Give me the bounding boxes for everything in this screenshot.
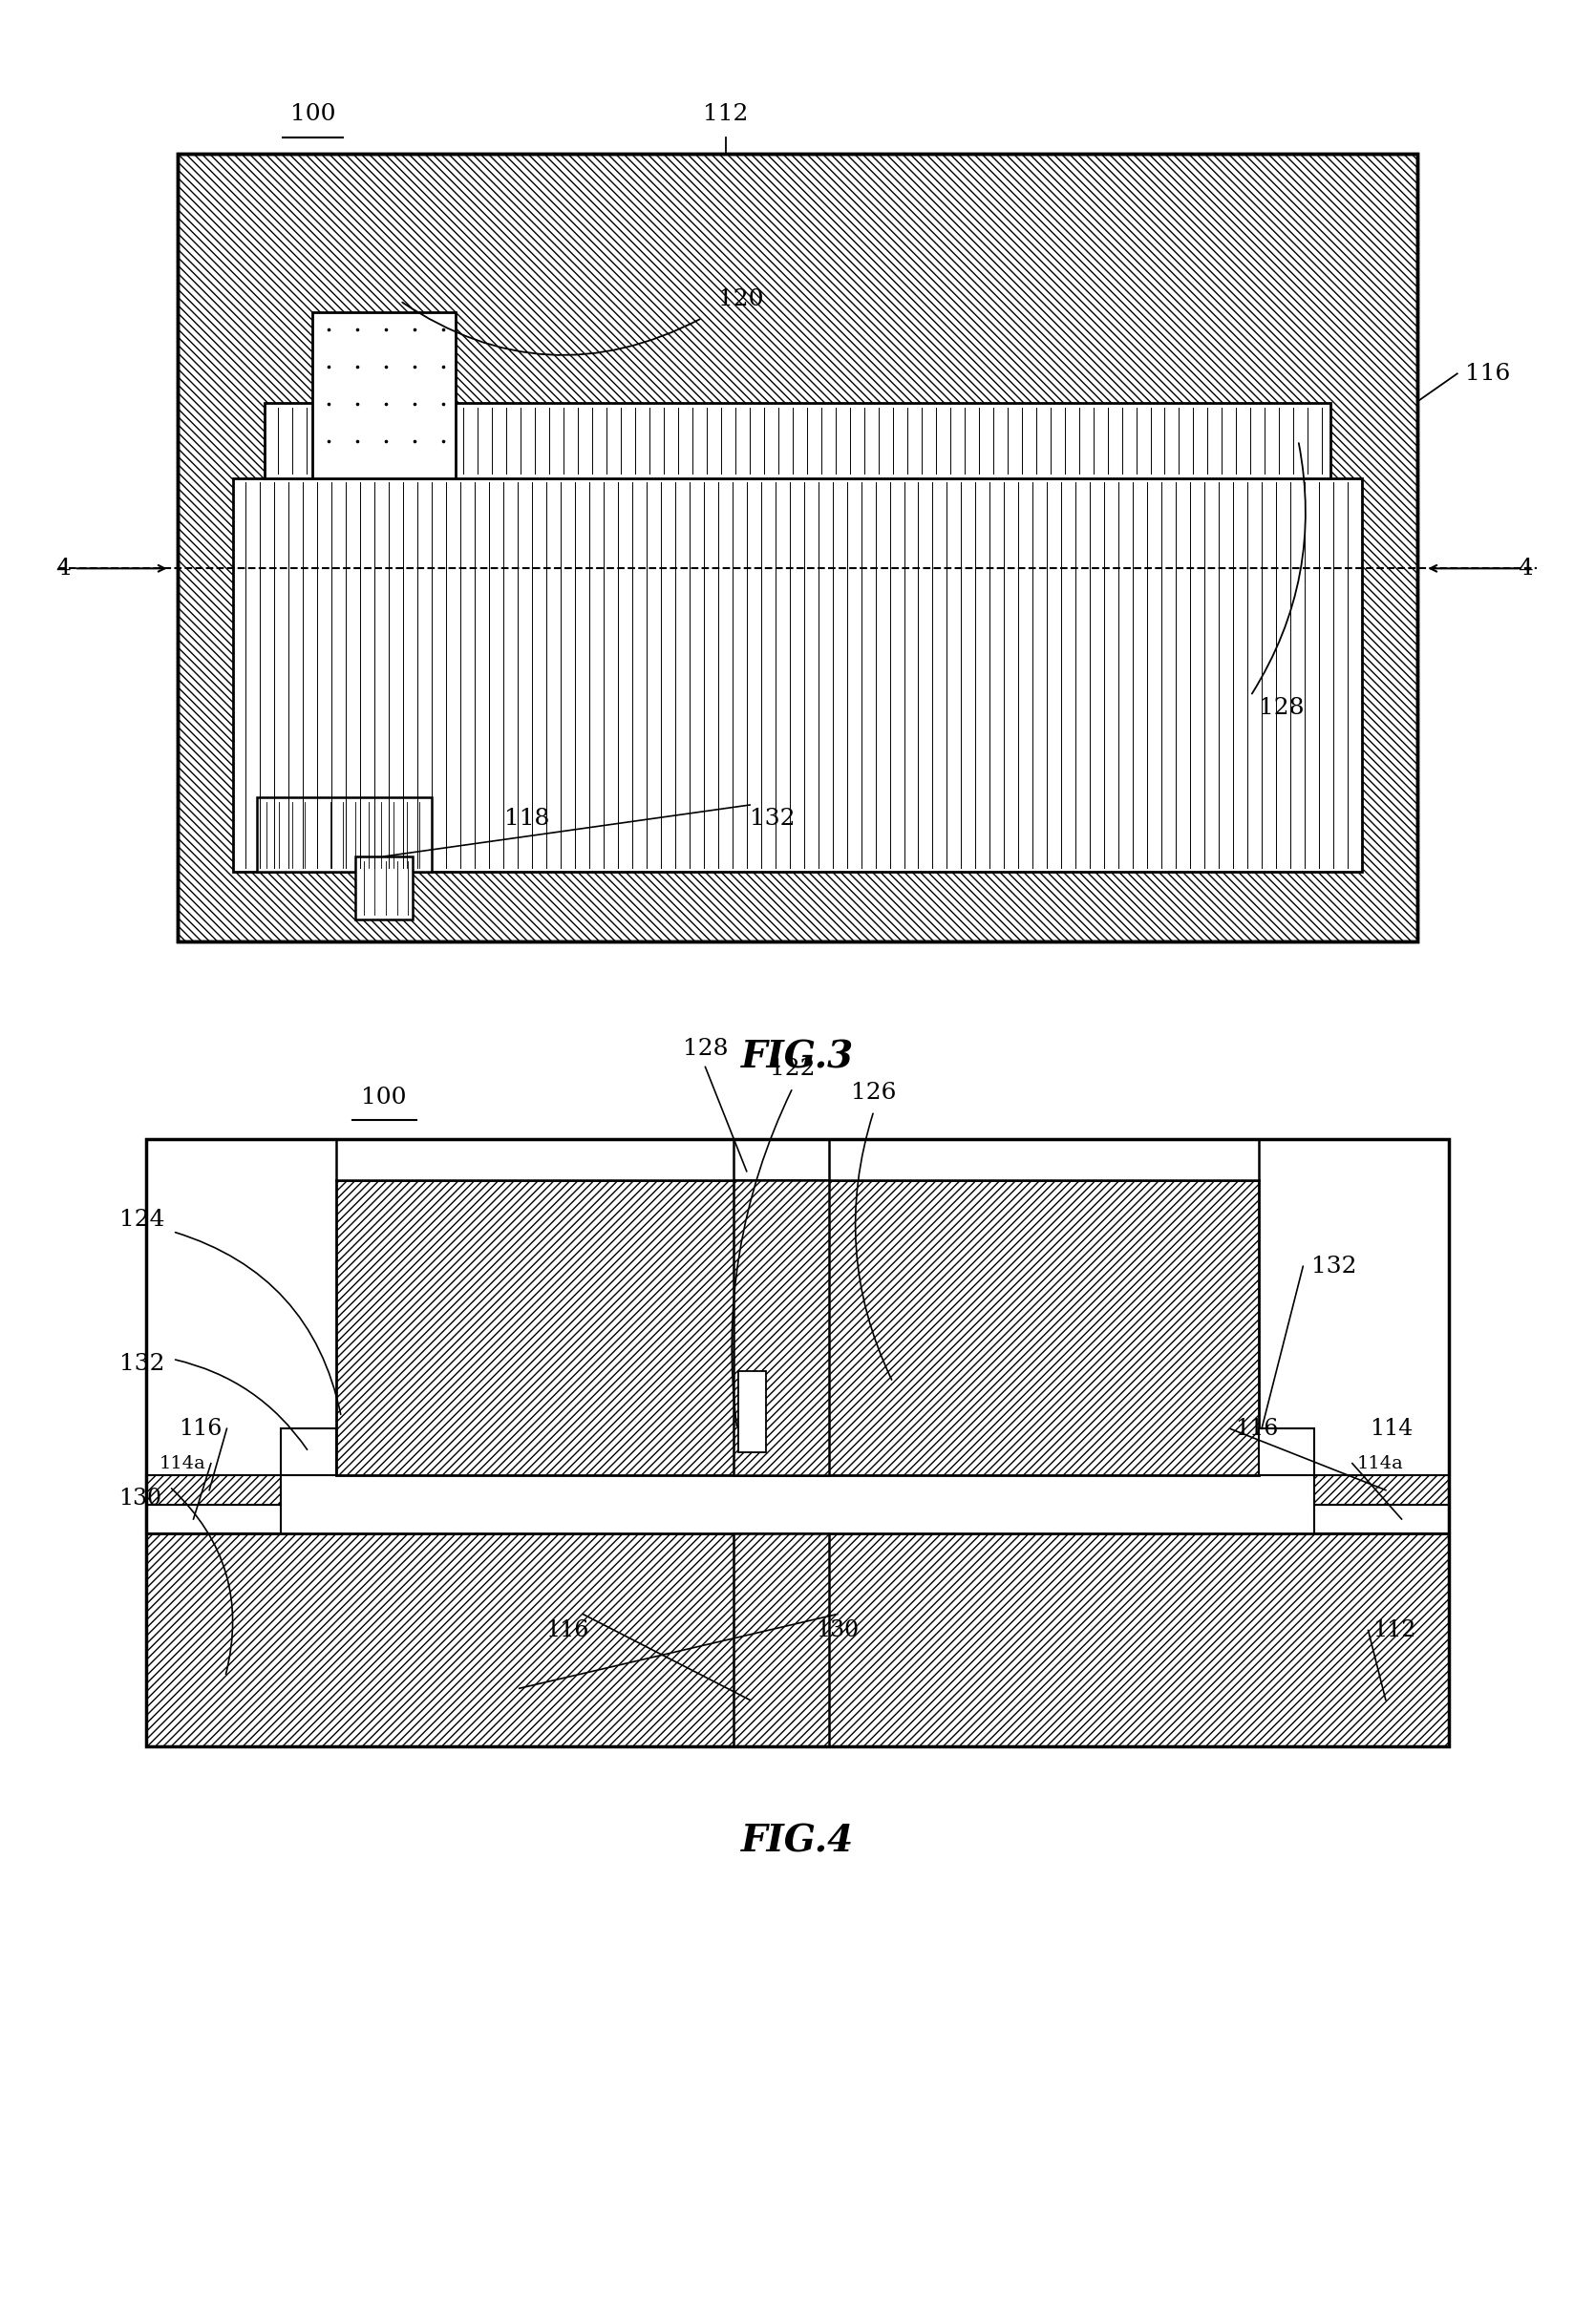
Text: 130: 130 [815, 1620, 858, 1641]
Bar [145, 1506, 281, 1534]
Text: 4: 4 [1518, 558, 1533, 579]
Bar [177, 153, 1418, 941]
Text: 126: 126 [852, 1081, 896, 1104]
Bar [265, 402, 1330, 479]
Bar [281, 1429, 337, 1476]
Bar [1258, 1429, 1314, 1476]
Bar [1314, 1476, 1450, 1506]
Bar [145, 1534, 1450, 1745]
Text: 132: 132 [750, 809, 796, 830]
Text: 114: 114 [1370, 1418, 1413, 1439]
Text: 116: 116 [1235, 1418, 1278, 1439]
Text: 124: 124 [120, 1208, 164, 1232]
Bar [177, 153, 1418, 941]
Text: FIG.4: FIG.4 [742, 1824, 853, 1859]
Bar [337, 1139, 1258, 1181]
Text: 116: 116 [1466, 363, 1510, 386]
Text: 112: 112 [1373, 1620, 1416, 1641]
Bar [337, 1181, 1258, 1476]
Text: 122: 122 [770, 1057, 815, 1081]
Bar [145, 1139, 1450, 1745]
Text: 120: 120 [718, 288, 764, 311]
Text: 128: 128 [1258, 697, 1303, 718]
Bar [313, 311, 456, 479]
Text: 128: 128 [683, 1037, 727, 1060]
Text: 116: 116 [545, 1620, 589, 1641]
Bar [356, 858, 413, 920]
Bar [1314, 1506, 1450, 1534]
Text: 112: 112 [703, 102, 748, 125]
Text: 4: 4 [56, 558, 70, 579]
Text: 132: 132 [1311, 1255, 1356, 1278]
Text: 100: 100 [290, 102, 335, 125]
Text: 132: 132 [120, 1353, 164, 1376]
Bar [257, 797, 432, 872]
Text: 114a: 114a [160, 1455, 206, 1471]
Bar [233, 479, 1362, 872]
Text: 114a: 114a [1357, 1455, 1404, 1471]
Bar [734, 1534, 829, 1745]
Text: 118: 118 [504, 809, 550, 830]
Text: 130: 130 [118, 1487, 161, 1508]
Bar [145, 1476, 281, 1506]
Text: FIG.3: FIG.3 [742, 1039, 853, 1076]
Bar [734, 1181, 829, 1476]
Text: 100: 100 [362, 1085, 407, 1109]
Bar [738, 1371, 766, 1452]
Text: 116: 116 [179, 1418, 222, 1439]
